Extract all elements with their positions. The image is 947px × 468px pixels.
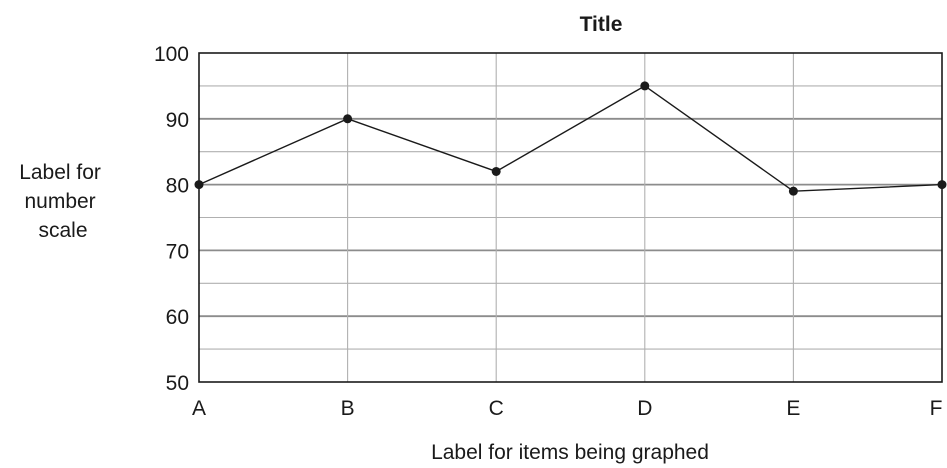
y-tick-label: 60 [166,306,189,329]
data-point [937,180,947,190]
y-axis-label-line: Label for [19,161,101,184]
y-axis-label-line: scale [38,219,87,242]
x-tick-label: F [930,397,943,420]
x-axis-label: Label for items being graphed [431,441,709,464]
data-point [491,166,501,176]
x-tick-label: C [489,397,504,420]
chart-title: Title [580,13,623,36]
y-tick-label: 80 [166,175,189,198]
x-tick-label: D [637,397,652,420]
data-point [343,114,353,124]
y-tick-label: 90 [166,109,189,132]
x-tick-label: B [341,397,355,420]
y-tick-label: 100 [154,43,189,66]
data-point [640,81,650,91]
y-axis-ticks: 50 60 70 80 90 100 [154,43,189,395]
data-point [194,180,204,190]
grid-layer [199,53,942,382]
series-layer [194,81,947,196]
data-point [788,186,798,196]
series-line [198,85,943,192]
y-axis-label: Label for number scale [19,161,107,242]
x-axis-ticks: A B C D E F [192,397,942,420]
x-tick-label: E [786,397,800,420]
y-tick-label: 70 [166,240,189,263]
x-tick-label: A [192,397,206,420]
y-tick-label: 50 [166,372,189,395]
plot-frame [198,52,943,383]
y-axis-label-line: number [24,190,95,213]
